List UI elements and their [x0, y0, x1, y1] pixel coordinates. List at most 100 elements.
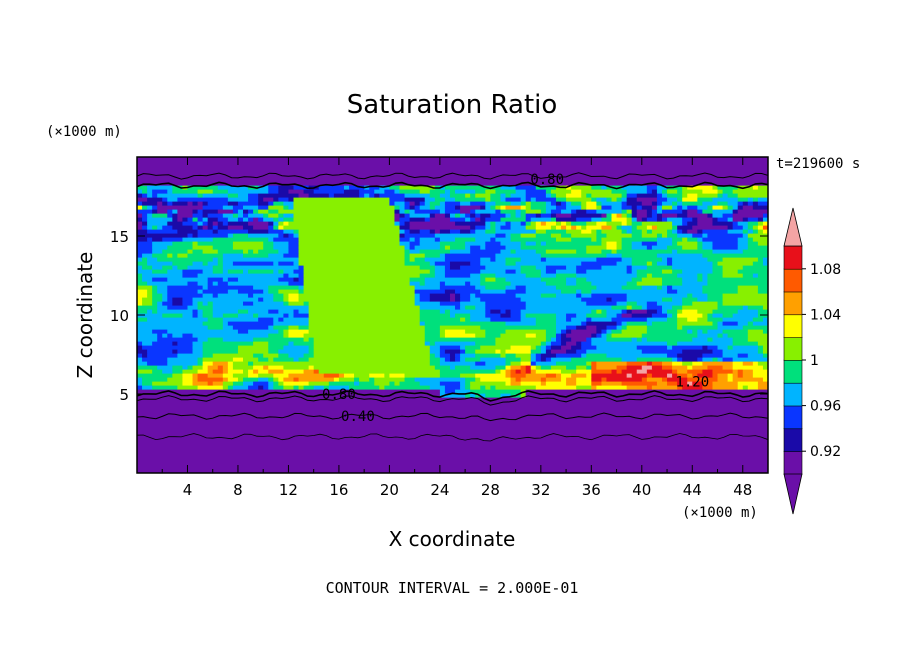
- field-cell: [137, 293, 148, 298]
- field-cell: [682, 237, 688, 242]
- field-cell: [369, 193, 375, 198]
- field-cell: [535, 249, 547, 254]
- field-cell: [157, 285, 168, 290]
- field-cell: [485, 385, 491, 390]
- field-cell: [167, 289, 199, 294]
- field-cell: [147, 281, 189, 286]
- field-cell: [449, 293, 456, 298]
- field-cell: [555, 321, 582, 326]
- field-cell: [177, 229, 199, 234]
- field-cell: [737, 193, 768, 198]
- field-cell: [308, 357, 431, 362]
- field-cell: [717, 189, 724, 194]
- field-cell: [152, 245, 168, 250]
- field-cell: [757, 309, 768, 314]
- field-cell: [621, 357, 638, 362]
- field-cell: [142, 273, 184, 278]
- field-cell: [697, 317, 709, 322]
- field-cell: [697, 373, 714, 378]
- field-cell: [626, 361, 648, 366]
- field-cell: [732, 217, 744, 222]
- field-cell: [747, 201, 754, 206]
- field-cell: [207, 337, 224, 342]
- field-cell: [480, 357, 507, 362]
- field-cell: [349, 185, 365, 190]
- field-cell: [540, 349, 547, 354]
- field-cell: [636, 209, 648, 214]
- field-cell: [449, 249, 471, 254]
- field-cell: [545, 221, 557, 226]
- field-cell: [727, 193, 739, 198]
- field-cell: [298, 245, 406, 250]
- field-cell: [717, 345, 729, 350]
- field-cell: [621, 237, 658, 242]
- field-cell: [707, 233, 744, 238]
- field-cell: [409, 201, 416, 206]
- field-cell: [606, 353, 668, 358]
- field-cell: [480, 393, 486, 398]
- field-cell: [318, 369, 441, 374]
- field-cell: [646, 265, 673, 270]
- field-cell: [460, 357, 466, 362]
- field-cell: [465, 281, 471, 286]
- field-cell: [248, 209, 254, 214]
- field-cell: [762, 225, 768, 230]
- field-cell: [268, 345, 284, 350]
- field-cell: [374, 189, 385, 194]
- field-cell: [561, 201, 567, 206]
- field-cell: [465, 357, 481, 362]
- field-cell: [323, 385, 330, 390]
- field-cell: [566, 201, 572, 206]
- field-cell: [162, 265, 173, 270]
- field-cell: [313, 337, 426, 342]
- field-cell: [192, 377, 199, 382]
- field-cell: [525, 221, 532, 226]
- field-cell: [737, 373, 744, 378]
- field-cell: [278, 377, 284, 382]
- field-cell: [409, 205, 416, 210]
- field-cell: [621, 221, 628, 226]
- field-cell: [702, 313, 709, 318]
- field-cell: [586, 205, 597, 210]
- field-cell: [137, 301, 143, 306]
- field-cell: [636, 301, 648, 306]
- field-cell: [227, 189, 269, 194]
- field-cell: [182, 333, 194, 338]
- field-cell: [404, 213, 411, 218]
- field-cell: [157, 193, 199, 198]
- field-cell: [732, 213, 764, 218]
- field-cell: [702, 241, 714, 246]
- field-cell: [712, 309, 739, 314]
- field-cell: [555, 353, 582, 358]
- field-cell: [283, 317, 310, 322]
- field-cell: [475, 361, 486, 366]
- field-cell: [137, 389, 441, 394]
- field-cell: [268, 341, 290, 346]
- field-cell: [439, 361, 476, 366]
- field-cell: [747, 245, 768, 250]
- field-cell: [137, 425, 768, 430]
- field-cell: [586, 373, 592, 378]
- field-cell: [682, 301, 693, 306]
- field-cell: [182, 273, 199, 278]
- field-cell: [273, 373, 290, 378]
- field-cell: [137, 273, 143, 278]
- field-cell: [717, 373, 729, 378]
- field-cell: [667, 309, 678, 314]
- field-cell: [737, 381, 759, 386]
- field-cell: [455, 313, 471, 318]
- field-cell: [429, 385, 446, 390]
- field-cell: [444, 389, 456, 394]
- field-cell: [157, 257, 214, 262]
- field-cell: [555, 225, 562, 230]
- field-cell: [742, 225, 749, 230]
- field-cell: [692, 293, 709, 298]
- field-cell: [717, 185, 739, 190]
- field-cell: [500, 241, 522, 246]
- field-cell: [707, 297, 724, 302]
- field-cell: [566, 221, 572, 226]
- colorbar-segment: [783, 405, 803, 430]
- field-cell: [278, 233, 284, 238]
- field-cell: [389, 197, 406, 202]
- field-cell: [449, 213, 456, 218]
